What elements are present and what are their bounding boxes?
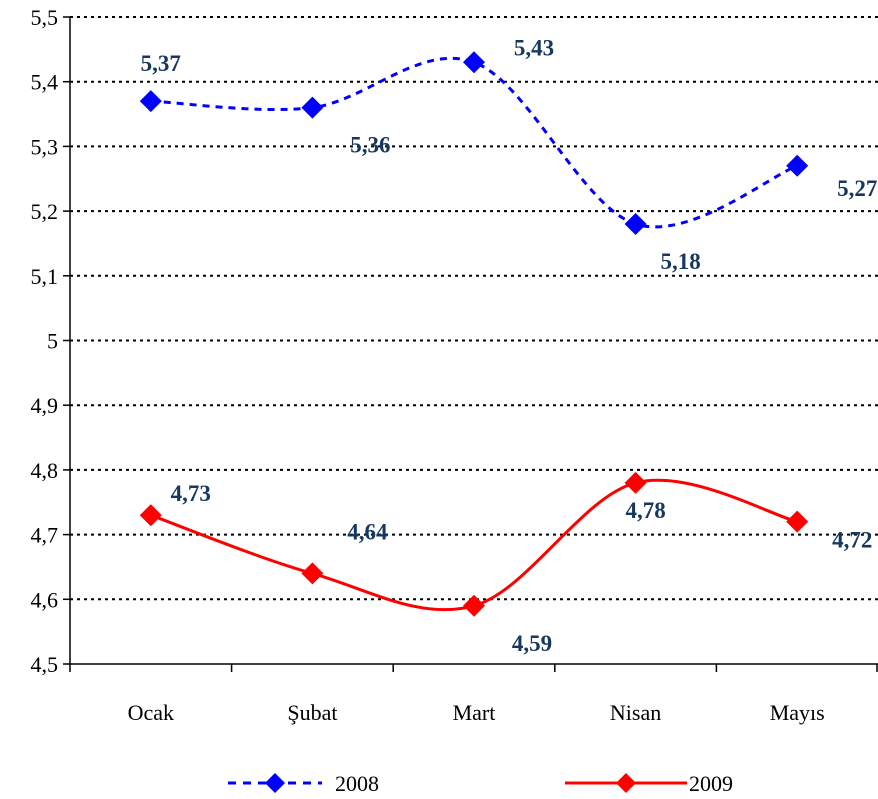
y-tick-label: 5,2 — [31, 199, 59, 224]
data-label: 4,78 — [625, 498, 665, 523]
data-label: 4,64 — [347, 519, 388, 544]
y-tick-label: 4,6 — [31, 587, 59, 612]
legend-label: 2009 — [689, 771, 733, 796]
data-point — [786, 154, 809, 177]
y-tick-label: 5,3 — [31, 134, 59, 159]
y-tick-label: 4,8 — [31, 458, 59, 483]
data-label: 5,27 — [837, 176, 877, 201]
data-point — [463, 594, 485, 617]
y-tick-label: 5,4 — [31, 70, 59, 95]
x-tick-label: Mayıs — [770, 700, 825, 725]
data-labels: 5,37 5,36 5,43 5,18 5,27 4,73 4,64 4,59 4,78 4,72 — [141, 35, 878, 655]
y-tick-label: 5,1 — [31, 264, 59, 289]
y-tick-label: 5,5 — [31, 5, 59, 30]
data-point — [301, 96, 324, 119]
gridlines — [70, 16, 878, 601]
legend-label: 2008 — [335, 771, 379, 796]
axes: 4,5 4,6 4,7 4,8 4,9 5 5,1 5,2 5,3 5,4 5,5 Ocak Şubat… — [31, 5, 878, 725]
series-2009 — [139, 471, 809, 617]
data-point — [786, 510, 809, 533]
data-label: 5,37 — [141, 51, 181, 76]
x-tick-label: Ocak — [128, 700, 174, 725]
y-tick-label: 4,9 — [31, 393, 59, 418]
x-tick-label: Şubat — [287, 700, 337, 725]
data-label: 4,59 — [512, 631, 552, 656]
data-point — [624, 471, 647, 494]
y-tick-label: 5 — [47, 329, 58, 354]
series-2008 — [139, 51, 809, 236]
data-point — [301, 562, 324, 585]
legend-item-2009: 2009 — [565, 771, 733, 796]
data-label: 5,18 — [660, 249, 700, 274]
series — [139, 51, 809, 617]
legend-marker — [265, 773, 285, 793]
y-tick-label: 4,5 — [31, 652, 59, 677]
data-point — [139, 90, 162, 113]
data-label: 5,43 — [514, 35, 554, 60]
legend: 2008 2009 — [228, 771, 733, 796]
x-tick-label: Nisan — [610, 700, 661, 725]
y-tick-label: 4,7 — [31, 523, 59, 548]
legend-marker — [616, 773, 636, 793]
data-point — [463, 51, 485, 74]
data-point — [139, 504, 162, 527]
data-label: 5,36 — [350, 133, 390, 158]
data-point — [624, 213, 647, 236]
series-line — [150, 478, 798, 612]
data-label: 4,73 — [171, 481, 211, 506]
data-label: 4,72 — [832, 528, 872, 553]
x-tick-label: Mart — [453, 700, 496, 725]
legend-item-2008: 2008 — [228, 771, 379, 796]
series-line — [150, 56, 798, 229]
